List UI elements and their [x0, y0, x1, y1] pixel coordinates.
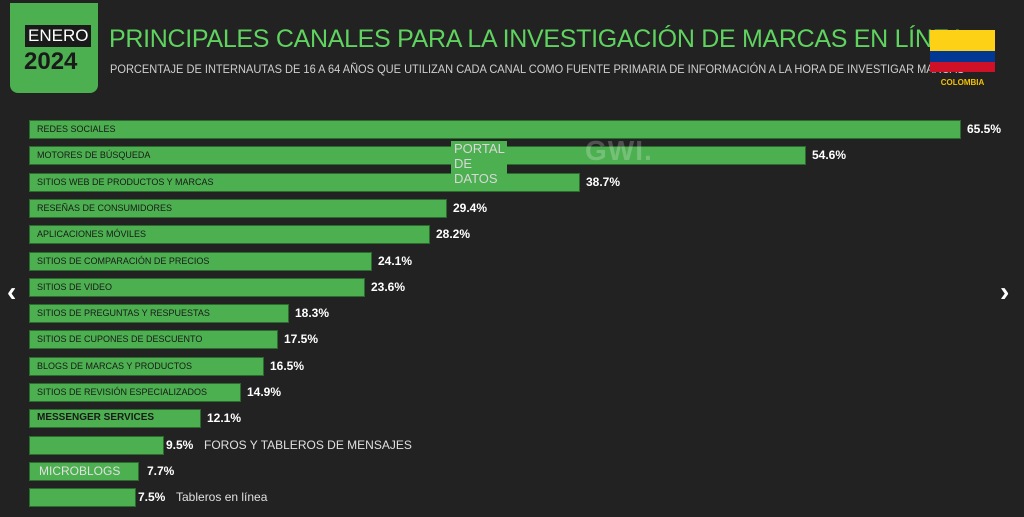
bar-value-label: 65.5%	[967, 122, 1002, 136]
bar-category-label: SITIOS DE COMPARACIÓN DE PRECIOS	[37, 256, 210, 266]
bar-category-label: Tableros en línea	[176, 490, 268, 504]
bar-value-label: 14.9%	[247, 385, 282, 399]
bar-value-label: 38.7%	[586, 175, 621, 189]
colombia-flag-icon	[930, 30, 995, 72]
badge-month: ENERO	[25, 25, 92, 47]
date-badge: ENERO 2024	[10, 3, 98, 93]
bar-value-label: 7.7%	[147, 464, 175, 478]
bar-2	[29, 173, 580, 192]
bar-value-label: 18.3%	[295, 306, 330, 320]
watermark-sub: PORTAL DE DATOS	[451, 141, 508, 186]
bar-6	[29, 278, 365, 297]
bar-value-label: 23.6%	[371, 280, 406, 294]
prev-slide-chevron-left-icon[interactable]: ‹	[7, 276, 17, 307]
bar-3	[29, 199, 447, 218]
bar-category-label: MESSENGER SERVICES	[37, 412, 155, 423]
bar-value-label: 29.4%	[453, 201, 488, 215]
bar-category-label: MOTORES DE BÚSQUEDA	[37, 150, 151, 160]
chart-subtitle: PORCENTAJE DE INTERNAUTAS DE 16 A 64 AÑO…	[110, 62, 965, 76]
bar-value-label: 12.1%	[207, 411, 242, 425]
bar-7	[29, 304, 289, 323]
next-slide-chevron-right-icon[interactable]: ›	[1000, 276, 1010, 307]
bar-category-label: APLICACIONES MÓVILES	[37, 229, 147, 239]
bar-0	[29, 120, 961, 139]
bar-category-label: BLOGS DE MARCAS Y PRODUCTOS	[37, 361, 193, 371]
bar-category-label: SITIOS DE REVISIÓN ESPECIALIZADOS	[37, 387, 208, 397]
bar-category-label: SITIOS DE PREGUNTAS Y RESPUESTAS	[37, 308, 210, 318]
bar-value-label: 16.5%	[270, 359, 305, 373]
bar-5	[29, 252, 372, 271]
bar-value-label: 9.5%	[166, 438, 194, 452]
bar-12	[29, 436, 164, 455]
chart-title: PRINCIPALES CANALES PARA LA INVESTIGACIÓ…	[109, 25, 966, 53]
bar-category-label: MICROBLOGS	[39, 464, 121, 478]
bar-category-label: REDES SOCIALES	[37, 124, 116, 134]
bar-value-label: 28.2%	[436, 227, 471, 241]
flag-red-stripe	[930, 61, 995, 72]
flag-yellow-stripe	[930, 30, 995, 51]
bar-10	[29, 383, 241, 402]
bar-1	[29, 146, 806, 165]
bar-9	[29, 357, 264, 376]
country-label: COLOMBIA	[940, 78, 985, 87]
watermark-brand: GWI.	[585, 135, 653, 166]
bar-category-label: SITIOS WEB DE PRODUCTOS Y MARCAS	[37, 177, 214, 187]
bar-category-label: SITIOS DE VIDEO	[37, 282, 113, 292]
bar-value-label: 17.5%	[284, 332, 319, 346]
bar-category-label: RESEÑAS DE CONSUMIDORES	[37, 203, 173, 213]
bar-category-label: FOROS Y TABLEROS DE MENSAJES	[204, 438, 412, 452]
bar-13	[29, 462, 139, 481]
badge-year: 2024	[24, 48, 78, 75]
bar-value-label: 54.6%	[812, 148, 847, 162]
bar-value-label: 24.1%	[378, 254, 413, 268]
bar-11	[29, 409, 201, 428]
bar-8	[29, 330, 278, 349]
flag-blue-stripe	[930, 51, 995, 62]
bar-category-label: SITIOS DE CUPONES DE DESCUENTO	[37, 334, 203, 344]
bar-value-label: 7.5%	[138, 490, 166, 504]
bar-4	[29, 225, 430, 244]
bar-14	[29, 488, 136, 507]
